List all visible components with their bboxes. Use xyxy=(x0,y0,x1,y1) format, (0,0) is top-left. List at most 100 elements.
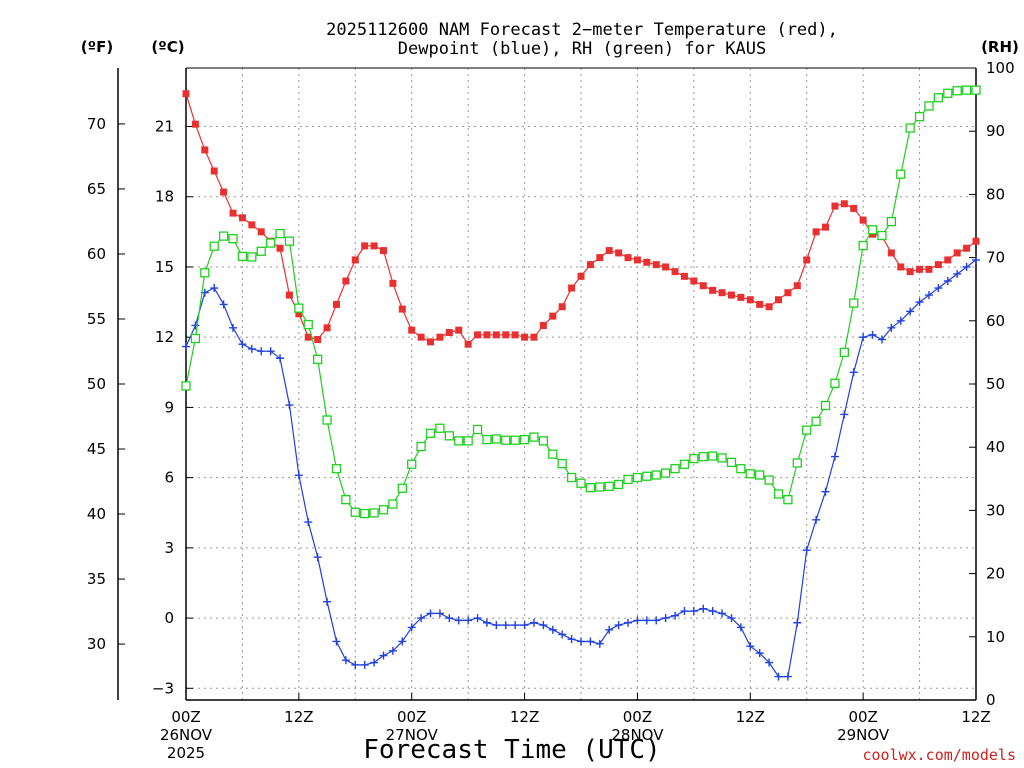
temperature-point xyxy=(248,221,256,229)
celsius-tick-label: 12 xyxy=(155,328,174,346)
rh-point xyxy=(435,423,445,433)
rh-point xyxy=(200,268,210,278)
rh-point xyxy=(792,458,802,468)
rh-tick-label: 30 xyxy=(986,501,1005,519)
rh-point xyxy=(933,93,944,103)
temperature-point xyxy=(568,284,576,292)
dewpoint-point xyxy=(595,639,604,648)
rh-tick-label: 0 xyxy=(986,691,996,709)
temperature-point xyxy=(455,326,463,334)
temperature-point xyxy=(916,265,924,273)
rh-point xyxy=(698,452,708,462)
rh-point xyxy=(595,482,605,492)
rh-point xyxy=(961,85,972,95)
rh-point xyxy=(623,474,633,485)
dewpoint-point xyxy=(191,321,200,330)
temperature-point xyxy=(445,329,453,337)
dewpoint-point xyxy=(266,347,275,356)
grid-lines xyxy=(186,68,976,700)
dewpoint-point xyxy=(605,625,614,634)
temperature-point xyxy=(737,293,745,301)
temperature-point xyxy=(549,312,557,320)
temperature-point xyxy=(605,247,613,255)
rh-point xyxy=(218,231,229,241)
rh-point xyxy=(397,483,407,493)
rh-point xyxy=(820,400,831,411)
temperature-point xyxy=(859,216,867,224)
celsius-tick-label: 21 xyxy=(155,118,174,136)
dewpoint-point xyxy=(567,635,576,644)
temperature-point xyxy=(680,272,688,280)
rh-point xyxy=(294,303,304,313)
dewpoint-point xyxy=(849,368,858,377)
rh-point xyxy=(613,479,624,490)
dewpoint-point xyxy=(473,614,482,623)
dewpoint-point xyxy=(680,607,689,616)
celsius-unit-label: (ºC) xyxy=(151,38,184,56)
rh-point xyxy=(858,240,868,251)
rh-point xyxy=(905,123,915,133)
dewpoint-point xyxy=(633,616,642,625)
rh-point xyxy=(548,449,558,459)
dewpoint-point xyxy=(624,618,633,627)
dewpoint-point xyxy=(332,637,341,646)
temperature-point xyxy=(963,244,971,252)
fahrenheit-tick-label: 35 xyxy=(87,570,106,588)
dewpoint-point xyxy=(661,614,670,623)
temperature-point xyxy=(304,333,312,341)
rh-point xyxy=(708,451,718,461)
temperature-point xyxy=(775,296,782,304)
x-tick-label: 26NOV xyxy=(160,726,213,744)
temperature-point xyxy=(972,237,980,245)
rh-point xyxy=(660,468,671,478)
rh-point xyxy=(952,86,962,96)
rh-point xyxy=(914,112,925,122)
temperature-point xyxy=(840,200,848,208)
dewpoint-point xyxy=(821,487,830,496)
fahrenheit-unit-label: (ºF) xyxy=(81,38,113,56)
dewpoint-point xyxy=(943,277,952,286)
dewpoint-point xyxy=(755,649,764,658)
dewpoint-point xyxy=(304,518,313,527)
dewpoint-point xyxy=(727,614,736,623)
dewpoint-point xyxy=(407,623,416,632)
temperature-point xyxy=(295,310,303,318)
rh-point xyxy=(491,434,502,444)
rh-point xyxy=(839,347,849,358)
x-tick-label: 12Z xyxy=(284,708,313,726)
dewpoint-point xyxy=(642,616,651,625)
rh-point xyxy=(877,230,887,241)
temperature-point xyxy=(727,291,735,299)
dewpoint-point xyxy=(859,333,868,342)
dewpoint-point xyxy=(435,609,444,618)
rh-point xyxy=(924,101,934,111)
rh-tick-label: 100 xyxy=(986,59,1015,77)
temperature-point xyxy=(558,303,566,311)
rh-point xyxy=(670,464,680,474)
dewpoint-point xyxy=(746,642,755,651)
dewpoint-point xyxy=(210,284,219,293)
dewpoint-point xyxy=(417,614,426,623)
dewpoint-point xyxy=(247,344,256,353)
dewpoint-point xyxy=(398,637,407,646)
temperature-point xyxy=(511,331,519,339)
dewpoint-point xyxy=(652,616,661,625)
rh-tick-label: 40 xyxy=(986,438,1005,456)
temperature-point xyxy=(398,305,406,313)
temperature-point xyxy=(464,340,472,348)
rh-point xyxy=(425,428,436,438)
rh-point xyxy=(896,169,906,179)
rh-point xyxy=(632,472,643,483)
dewpoint-point xyxy=(482,618,491,627)
series-group xyxy=(181,85,981,681)
x-tick-label: 2025 xyxy=(167,744,205,762)
celsius-tick-label: 15 xyxy=(155,258,174,276)
rh-point xyxy=(284,236,295,246)
rh-point xyxy=(849,298,859,308)
rh-point xyxy=(407,459,417,469)
temperature-point xyxy=(643,258,651,266)
rh-point xyxy=(360,508,370,519)
dewpoint-point xyxy=(924,291,933,300)
